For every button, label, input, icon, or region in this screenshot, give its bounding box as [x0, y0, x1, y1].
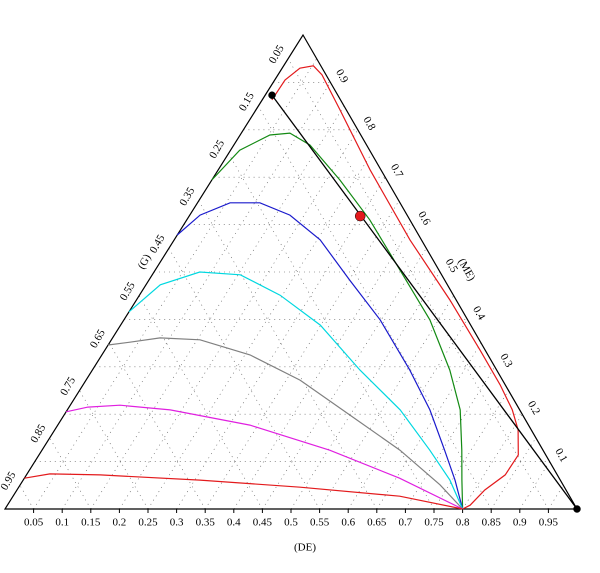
bottom-tick-label: 0.75: [424, 517, 444, 529]
grid-line: [176, 177, 386, 510]
bottom-tick-label: 0.55: [310, 517, 330, 529]
grid-line: [138, 295, 263, 510]
grid-line: [548, 485, 564, 510]
left-tick-label: 0.55: [118, 280, 138, 303]
phase-curve: [65, 404, 463, 510]
right-tick-label: 0.1: [552, 446, 569, 464]
grid-line: [168, 248, 320, 510]
left-tick-label: 0.15: [237, 90, 257, 113]
left-tick-label: 0.65: [88, 327, 108, 350]
grid-line: [433, 390, 509, 510]
right-axis-label: (ME): [455, 256, 477, 283]
right-tick-label: 0.9: [333, 67, 351, 85]
grid-line: [198, 200, 378, 510]
grid-line: [228, 153, 435, 510]
bottom-tick-label: 0.2: [113, 517, 127, 529]
left-tick-label: 0.95: [0, 469, 19, 492]
phase-curve: [271, 65, 519, 510]
bottom-tick-label: 0.45: [253, 517, 273, 529]
bottom-tick-label: 0.35: [196, 517, 216, 529]
bottom-tick-label: 0.6: [341, 517, 355, 529]
bottom-axis-label: (DE): [294, 542, 316, 554]
grid-line: [204, 200, 400, 510]
data-point: [573, 505, 581, 513]
bottom-tick-label: 0.15: [81, 517, 101, 529]
grid-line: [519, 461, 550, 510]
left-tick-label: 0.85: [28, 422, 48, 445]
bottom-tick-label: 0.3: [170, 517, 184, 529]
phase-curve: [24, 473, 463, 510]
right-tick-label: 0.3: [498, 352, 516, 370]
bottom-tick-label: 0.8: [456, 517, 470, 529]
grid-line: [19, 485, 34, 510]
bottom-tick-label: 0.25: [138, 517, 158, 529]
grid-line: [262, 248, 427, 510]
bottom-tick-label: 0.65: [367, 517, 387, 529]
left-tick-label: 0.25: [207, 137, 227, 160]
bottom-tick-label: 0.5: [284, 517, 298, 529]
grid-line: [287, 58, 549, 510]
data-point: [268, 91, 276, 99]
tie-line: [271, 94, 578, 510]
phase-curve: [128, 271, 464, 510]
right-tick-label: 0.7: [388, 162, 406, 180]
bottom-tick-label: 0.4: [227, 517, 241, 529]
grid-line: [147, 153, 372, 510]
bottom-tick-label: 0.9: [513, 517, 527, 529]
grid-line: [61, 82, 331, 510]
left-tick-label: 0.35: [177, 185, 197, 208]
bottom-tick-label: 0.7: [399, 517, 413, 529]
right-tick-label: 0.5: [443, 257, 461, 275]
grid-line: [319, 295, 454, 510]
grid-line: [109, 342, 206, 510]
phase-curve: [211, 132, 464, 510]
right-tick-label: 0.6: [415, 209, 433, 227]
grid-line: [233, 224, 413, 510]
grid-line: [376, 342, 482, 510]
phase-curve: [108, 337, 464, 510]
data-point: [354, 210, 366, 222]
grid-line: [79, 390, 149, 510]
right-tick-label: 0.8: [361, 115, 379, 133]
right-tick-label: 0.4: [470, 304, 488, 322]
left-tick-label: 0.05: [267, 43, 287, 66]
left-tick-label: 0.45: [147, 232, 167, 255]
bottom-tick-label: 0.95: [539, 517, 559, 529]
grid-line: [290, 271, 441, 510]
grid-line: [33, 58, 317, 510]
bottom-tick-label: 0.1: [55, 517, 69, 529]
right-tick-label: 0.2: [525, 399, 542, 417]
bottom-tick-label: 0.05: [24, 517, 44, 529]
grid-line: [90, 105, 345, 510]
left-tick-label: 0.75: [58, 374, 78, 397]
bottom-tick-label: 0.85: [482, 517, 502, 529]
left-axis-label: (G): [136, 252, 154, 272]
phase-curve: [176, 202, 464, 510]
grid-line: [490, 437, 537, 510]
grid-line: [462, 414, 523, 510]
grid-line: [258, 105, 492, 510]
